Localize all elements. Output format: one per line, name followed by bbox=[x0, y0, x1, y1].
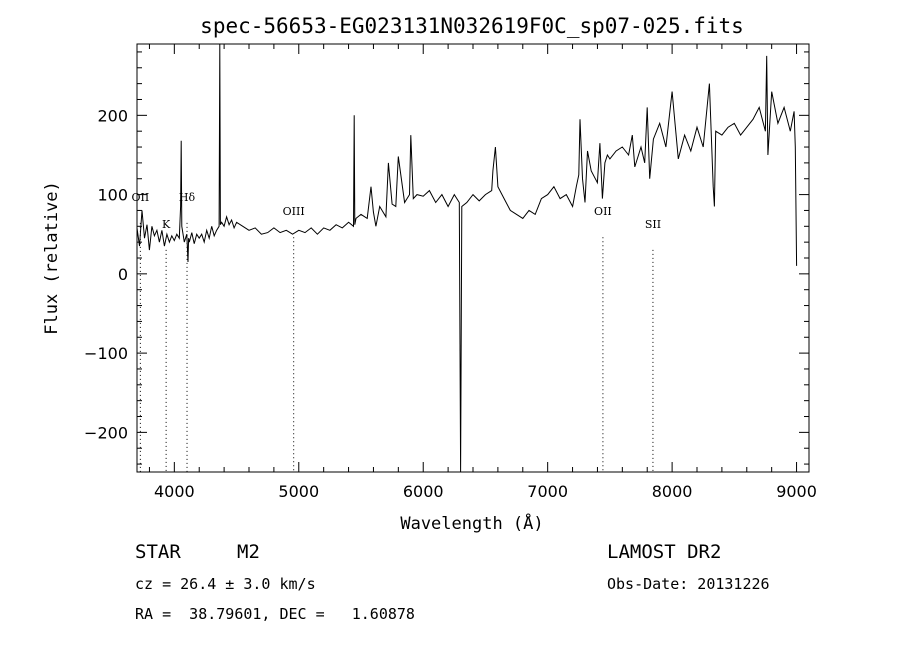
object-subclass: M2 bbox=[237, 541, 260, 563]
y-tick-label-2: 0 bbox=[118, 265, 128, 284]
x-tick-label-0: 4000 bbox=[154, 482, 195, 501]
y-axis: −200 −100 0 100 200 bbox=[84, 51, 809, 465]
object-type: STAR bbox=[135, 541, 181, 563]
y-tick-label-1: −100 bbox=[84, 344, 128, 363]
x-axis: 4000 5000 6000 7000 8000 9000 bbox=[148, 44, 817, 501]
x-tick-label-2: 6000 bbox=[403, 482, 444, 501]
spectrum-line bbox=[136, 43, 798, 473]
marker-label-5: SII bbox=[645, 218, 661, 231]
x-tick-label-4: 8000 bbox=[652, 482, 693, 501]
marker-label-3: OIII bbox=[283, 205, 305, 218]
marker-label-2: Hδ bbox=[179, 191, 196, 204]
observation-date: Obs-Date: 20131226 bbox=[607, 575, 770, 593]
x-tick-label-1: 5000 bbox=[278, 482, 319, 501]
chart-title: spec-56653-EG023131N032619F0C_sp07-025.f… bbox=[200, 14, 744, 38]
x-axis-label: Wavelength (Å) bbox=[400, 512, 543, 534]
survey-name: LAMOST DR2 bbox=[607, 541, 722, 563]
x-tick-label-3: 7000 bbox=[527, 482, 568, 501]
marker-label-4: OII bbox=[594, 205, 612, 218]
plot-frame bbox=[136, 43, 810, 473]
marker-label-0: OII bbox=[132, 191, 150, 204]
x-tick-label-5: 9000 bbox=[776, 482, 817, 501]
line-markers: OII K Hδ OIII OII SII bbox=[132, 191, 661, 472]
y-axis-label: Flux (relative) bbox=[42, 181, 62, 335]
y-tick-label-3: 100 bbox=[97, 186, 128, 205]
y-tick-label-4: 200 bbox=[97, 106, 128, 125]
redshift-value: cz = 26.4 ± 3.0 km/s bbox=[135, 575, 316, 593]
y-tick-label-0: −200 bbox=[84, 423, 128, 442]
marker-label-1: K bbox=[162, 218, 171, 231]
coordinates: RA = 38.79601, DEC = 1.60878 bbox=[135, 605, 415, 623]
